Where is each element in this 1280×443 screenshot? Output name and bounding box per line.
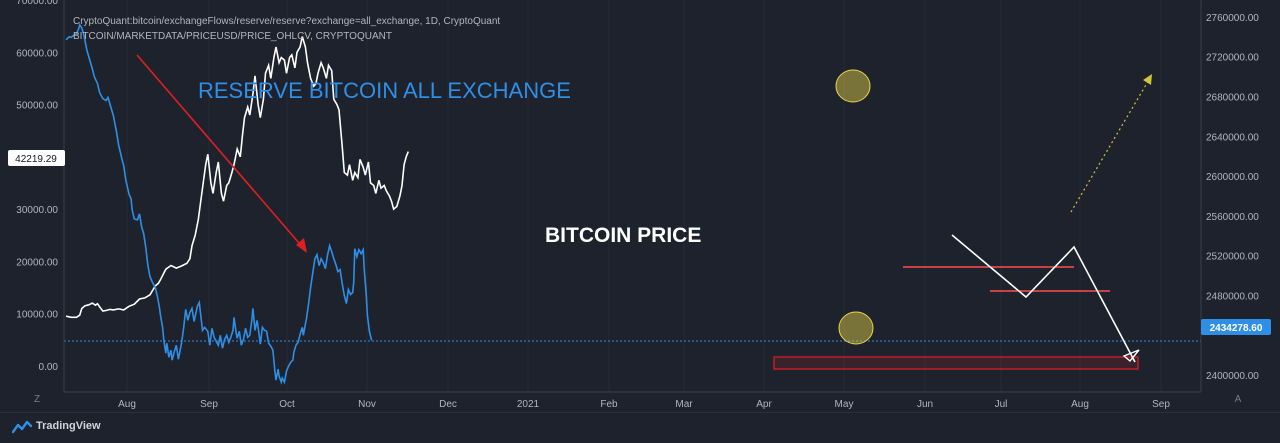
right-current-value-label: 2434278.60 xyxy=(1210,323,1263,334)
price-top-highlight xyxy=(835,69,871,103)
dotted-projection-arrow-head xyxy=(1143,74,1152,85)
right-tick-label: 2560000.00 xyxy=(1206,212,1259,223)
x-tick-label: Sep xyxy=(1152,399,1170,410)
chart-canvas: 70000.0060000.0050000.0040000.0030000.00… xyxy=(0,0,1280,412)
x-tick-label: Aug xyxy=(1071,399,1089,410)
left-tick-label: 30000.00 xyxy=(16,205,58,216)
right-tick-label: 2680000.00 xyxy=(1206,93,1259,104)
right-tick-label: 2600000.00 xyxy=(1206,172,1259,183)
left-tick-label: 10000.00 xyxy=(16,310,58,321)
header-line-1: CryptoQuant:bitcoin/exchangeFlows/reserv… xyxy=(73,16,500,27)
x-tick-label: Jun xyxy=(917,399,933,410)
right-current-value-bg xyxy=(1201,319,1271,335)
x-axis-ticks: Aug Sep Oct Nov Dec 2021 Feb Mar Apr May Jun Jul Aug… xyxy=(118,399,1170,410)
price-annotation: BITCOIN PRICE xyxy=(545,224,701,247)
left-tick-label: 60000.00 xyxy=(16,48,58,59)
tradingview-brand[interactable]: TradingView xyxy=(36,420,101,432)
projection-arrow-head xyxy=(1122,349,1140,362)
right-tick-label: 2480000.00 xyxy=(1206,291,1259,302)
right-tick-label: 2640000.00 xyxy=(1206,132,1259,143)
reserve-breakout-highlight xyxy=(838,311,874,345)
right-current-value-badge: 2434278.60 xyxy=(1201,319,1271,335)
x-tick-label: Apr xyxy=(756,399,772,410)
x-tick-label: May xyxy=(835,399,854,410)
left-tick-label: 70000.00 xyxy=(16,0,58,7)
x-tick-label: Dec xyxy=(439,399,457,410)
right-corner-marker[interactable]: A xyxy=(1235,394,1242,405)
overlay-layer xyxy=(136,54,1152,363)
chart-background xyxy=(0,0,1280,412)
right-tick-label: 2520000.00 xyxy=(1206,252,1259,263)
left-tick-label: 50000.00 xyxy=(16,101,58,112)
downtrend-arrow-line xyxy=(136,54,306,251)
x-grid xyxy=(126,0,1162,392)
header-line-2: BITCOIN/MARKETDATA/PRICEUSD/PRICE_OHLCV,… xyxy=(73,31,392,42)
dotted-projection-line xyxy=(1070,77,1151,213)
downtrend-arrow-head xyxy=(296,238,307,253)
x-tick-label: Oct xyxy=(279,399,295,410)
corner-markers: Z A xyxy=(34,394,1242,405)
x-tick-label: 2021 xyxy=(517,399,540,410)
right-tick-label: 2400000.00 xyxy=(1206,371,1259,382)
x-tick-label: Mar xyxy=(675,399,693,410)
left-tick-label: 20000.00 xyxy=(16,257,58,268)
left-current-value-badge: 42219.29 xyxy=(8,150,65,166)
reserve-annotation: RESERVE BITCOIN ALL EXCHANGE xyxy=(198,78,571,103)
footer-bar: TradingView xyxy=(0,412,1280,443)
reserve-series-line xyxy=(65,23,373,385)
overlay-back-layer xyxy=(773,356,1139,370)
price-series-line xyxy=(65,36,410,319)
projection-zigzag xyxy=(951,234,1136,363)
left-current-value-bg xyxy=(8,150,65,166)
x-tick-label: Sep xyxy=(200,399,218,410)
right-tick-label: 2760000.00 xyxy=(1206,13,1259,24)
support-zone-box xyxy=(773,356,1139,370)
tradingview-logo-icon xyxy=(12,420,32,434)
right-tick-label: 2720000.00 xyxy=(1206,53,1259,64)
left-corner-marker[interactable]: Z xyxy=(34,394,40,405)
x-tick-label: Feb xyxy=(600,399,618,410)
x-tick-label: Jul xyxy=(995,399,1008,410)
x-tick-label: Nov xyxy=(358,399,376,410)
left-current-value-label: 42219.29 xyxy=(15,154,57,165)
left-tick-label: 0.00 xyxy=(39,362,59,373)
right-axis-ticks: 2760000.00 2720000.00 2680000.00 2640000.00… xyxy=(1206,13,1259,382)
x-tick-label: Aug xyxy=(118,399,136,410)
